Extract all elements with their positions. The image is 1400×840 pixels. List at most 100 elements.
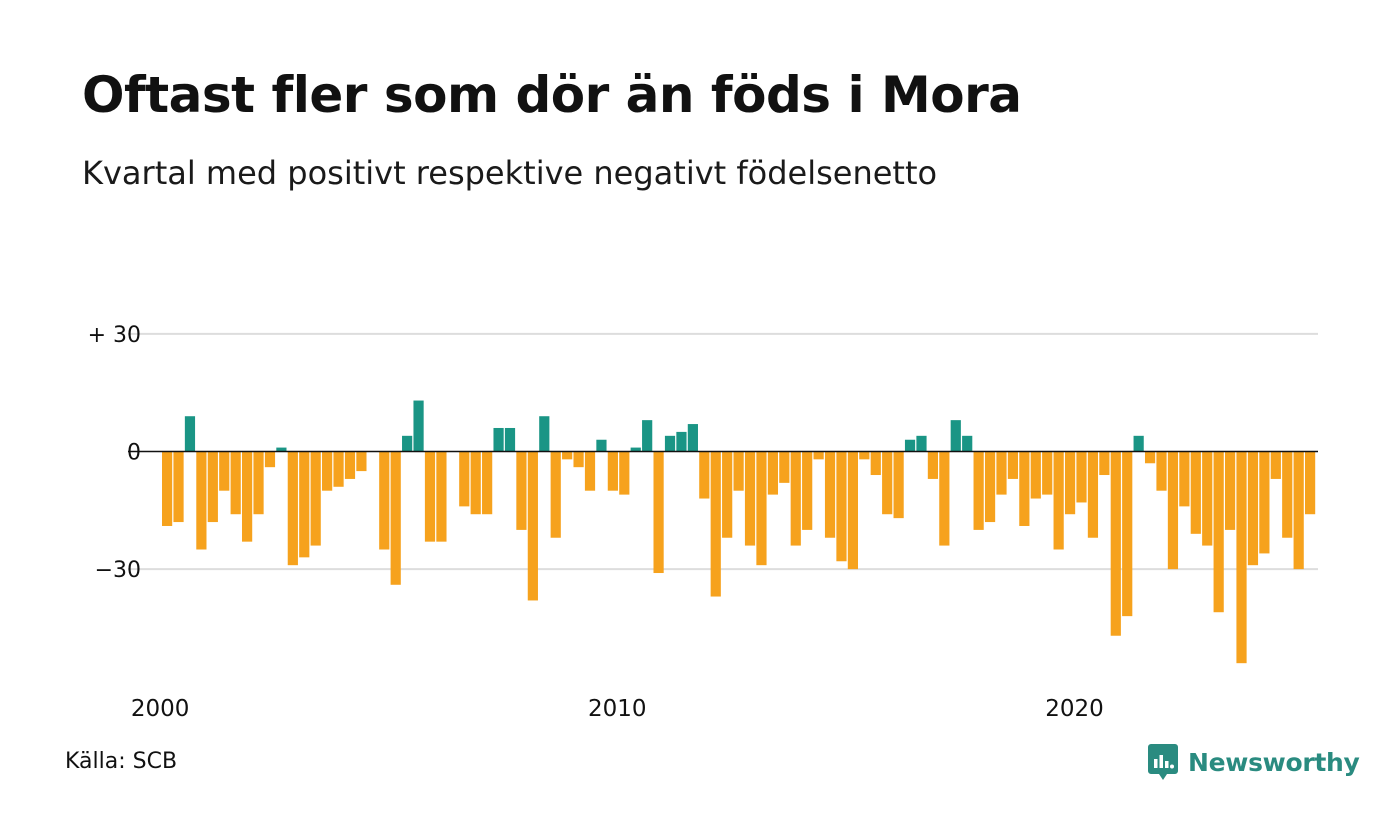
bar-negative bbox=[1190, 451, 1201, 534]
y-tick-label: + 30 bbox=[88, 323, 141, 348]
bar-negative bbox=[779, 451, 790, 483]
bar-negative bbox=[1213, 451, 1224, 613]
bar-positive bbox=[402, 435, 413, 452]
bar-negative bbox=[1305, 451, 1316, 515]
bar-negative bbox=[253, 451, 264, 515]
bar-negative bbox=[1144, 451, 1156, 464]
bar-negative bbox=[482, 451, 493, 515]
bar-negative bbox=[436, 451, 447, 542]
bar-negative bbox=[344, 451, 356, 479]
source-note: Källa: SCB bbox=[65, 749, 178, 774]
bar-negative bbox=[1247, 451, 1259, 566]
bar-negative bbox=[859, 451, 870, 460]
bar-negative bbox=[287, 451, 298, 566]
bar-negative bbox=[619, 451, 630, 495]
bar-negative bbox=[1236, 451, 1247, 664]
bar-negative bbox=[1099, 451, 1110, 476]
bar-negative bbox=[653, 451, 664, 574]
bar-positive bbox=[539, 416, 550, 452]
bar-negative bbox=[1202, 451, 1213, 546]
bar-positive bbox=[596, 439, 607, 452]
bar-positive bbox=[184, 416, 196, 452]
bar-negative bbox=[1224, 451, 1236, 530]
bar-negative bbox=[424, 451, 436, 542]
bar-negative bbox=[790, 451, 801, 546]
bar-negative bbox=[550, 451, 561, 538]
bar-negative bbox=[802, 451, 813, 530]
bar-negative bbox=[173, 451, 184, 523]
bar-negative bbox=[607, 451, 618, 491]
bar-negative bbox=[299, 451, 310, 558]
bar-negative bbox=[219, 451, 230, 491]
bar-negative bbox=[584, 451, 596, 491]
bar-negative bbox=[1156, 451, 1167, 491]
bar-negative bbox=[527, 451, 538, 601]
bar-negative bbox=[847, 451, 858, 570]
bar-negative bbox=[196, 451, 207, 550]
bar-negative bbox=[1179, 451, 1190, 507]
bar-negative bbox=[242, 451, 253, 542]
bar-negative bbox=[813, 451, 824, 460]
bar-negative bbox=[1064, 451, 1076, 515]
bar-negative bbox=[562, 451, 573, 460]
y-axis-ticks: + 30 0 −30 bbox=[88, 323, 141, 583]
bar-negative bbox=[996, 451, 1007, 495]
bar-negative bbox=[264, 451, 276, 468]
bar-negative bbox=[1007, 451, 1019, 479]
brand-logo: Newsworthy bbox=[1148, 743, 1360, 781]
bar-negative bbox=[470, 451, 481, 515]
bar-negative bbox=[1030, 451, 1041, 499]
y-tick-label: 0 bbox=[127, 441, 141, 466]
bar-positive bbox=[276, 447, 287, 452]
x-tick-label: 2000 bbox=[131, 696, 190, 722]
bar-negative bbox=[207, 451, 218, 523]
chart-subtitle: Kvartal med positivt respektive negativt… bbox=[82, 154, 938, 192]
bar-negative bbox=[1019, 451, 1030, 526]
x-tick-label: 2020 bbox=[1045, 696, 1104, 722]
bar-negative bbox=[984, 451, 996, 523]
bar-negative bbox=[710, 451, 721, 597]
bar-negative bbox=[973, 451, 984, 530]
bar-negative bbox=[756, 451, 767, 566]
bar-negative bbox=[744, 451, 756, 546]
bar-negative bbox=[390, 451, 401, 585]
bar-negative bbox=[836, 451, 847, 562]
bar-negative bbox=[722, 451, 733, 538]
bar-positive bbox=[687, 424, 698, 452]
bar-negative bbox=[1053, 451, 1064, 550]
bar-negative bbox=[1076, 451, 1087, 503]
x-axis-ticks: 2000 2010 2020 bbox=[131, 696, 1104, 722]
bar-positive bbox=[504, 427, 516, 452]
bar-negative bbox=[379, 451, 390, 550]
bar-positive bbox=[413, 400, 424, 452]
bar-negative bbox=[162, 451, 173, 526]
bar-negative bbox=[893, 451, 904, 519]
bar-negative bbox=[824, 451, 836, 538]
bar-negative bbox=[333, 451, 344, 487]
brand-name: Newsworthy bbox=[1188, 747, 1360, 777]
bar-negative bbox=[767, 451, 778, 495]
bar-positive bbox=[493, 427, 504, 452]
x-tick-label: 2010 bbox=[588, 696, 647, 722]
bar-positive bbox=[950, 420, 961, 452]
bar-negative bbox=[699, 451, 710, 499]
bar-positive bbox=[916, 435, 927, 452]
bar-positive bbox=[904, 439, 916, 452]
bars bbox=[162, 400, 1316, 664]
bar-positive bbox=[664, 435, 676, 452]
bar-negative bbox=[1259, 451, 1270, 554]
bar-negative bbox=[1167, 451, 1179, 570]
bar-positive bbox=[630, 447, 641, 452]
bar-negative bbox=[356, 451, 367, 472]
bar-negative bbox=[310, 451, 321, 546]
bar-negative bbox=[1042, 451, 1053, 495]
bar-negative bbox=[1110, 451, 1121, 636]
bar-negative bbox=[870, 451, 881, 476]
bar-negative bbox=[1122, 451, 1133, 617]
bar-negative bbox=[1293, 451, 1304, 570]
bar-negative bbox=[322, 451, 333, 491]
bar-negative bbox=[939, 451, 950, 546]
y-tick-label: −30 bbox=[95, 558, 141, 583]
chart-title: Oftast fler som dör än föds i Mora bbox=[82, 66, 1022, 124]
